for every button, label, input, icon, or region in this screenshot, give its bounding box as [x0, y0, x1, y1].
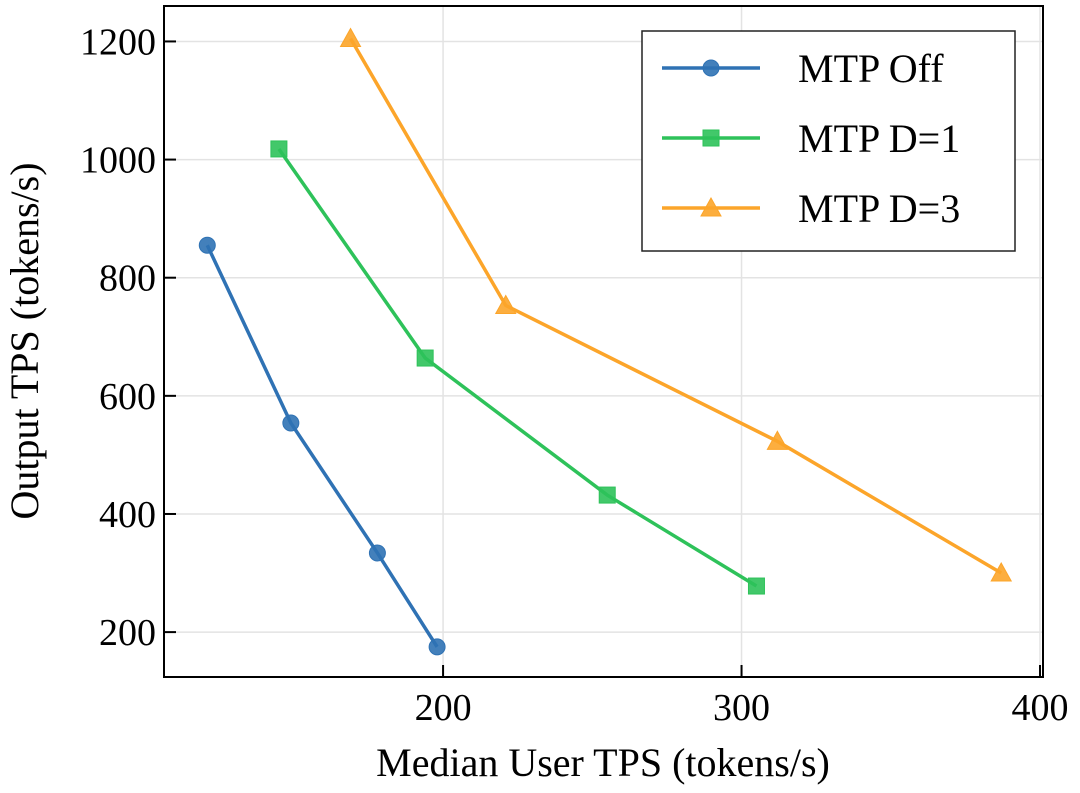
y-axis-label: Output TPS (tokens/s): [2, 162, 47, 519]
data-point-circle: [282, 414, 300, 432]
legend-label: MTP D=3: [798, 186, 960, 231]
x-tick-label: 400: [1012, 687, 1069, 729]
data-point-square: [270, 140, 288, 158]
legend-entry: MTP Off: [662, 46, 944, 91]
data-point-square: [598, 486, 616, 504]
series-layer: [198, 27, 1013, 656]
y-tick-label: 1000: [80, 140, 156, 182]
data-point-square: [702, 129, 720, 147]
legend-label: MTP D=1: [798, 116, 960, 161]
data-point-triangle: [990, 562, 1013, 582]
data-point-circle: [368, 544, 386, 562]
x-tick-label: 200: [415, 687, 472, 729]
series-mtp-off: [198, 236, 446, 656]
data-point-square: [416, 349, 434, 367]
legend-label: MTP Off: [798, 46, 944, 91]
data-point-square: [747, 577, 765, 595]
series-mtp-d-1: [270, 140, 765, 595]
data-point-circle: [702, 59, 720, 77]
series-line: [349, 37, 1003, 575]
series-line: [277, 147, 758, 588]
legend-entry: MTP D=1: [662, 116, 960, 161]
series-mtp-d-3: [339, 27, 1013, 582]
data-point-triangle: [766, 430, 789, 450]
x-tick-label: 300: [713, 687, 770, 729]
legend: MTP Off MTP D=1 MTP D=3: [641, 30, 1016, 252]
y-tick-label: 600: [99, 376, 156, 418]
data-point-triangle: [339, 27, 362, 47]
y-tick-label: 200: [99, 612, 156, 654]
data-point-triangle: [494, 294, 517, 314]
x-axis-label: Median User TPS (tokens/s): [376, 740, 830, 785]
y-tick-label: 800: [99, 258, 156, 300]
series-line: [205, 244, 439, 648]
ticks: 200 300 400 200 400 600 800 1000 1200: [80, 21, 1069, 729]
legend-entry: MTP D=3: [662, 186, 960, 231]
data-point-circle: [198, 236, 216, 254]
data-point-circle: [428, 638, 446, 656]
y-tick-label: 1200: [80, 21, 156, 63]
plot-frame: [163, 5, 1044, 678]
y-tick-label: 400: [99, 494, 156, 536]
data-point-triangle: [700, 196, 722, 217]
